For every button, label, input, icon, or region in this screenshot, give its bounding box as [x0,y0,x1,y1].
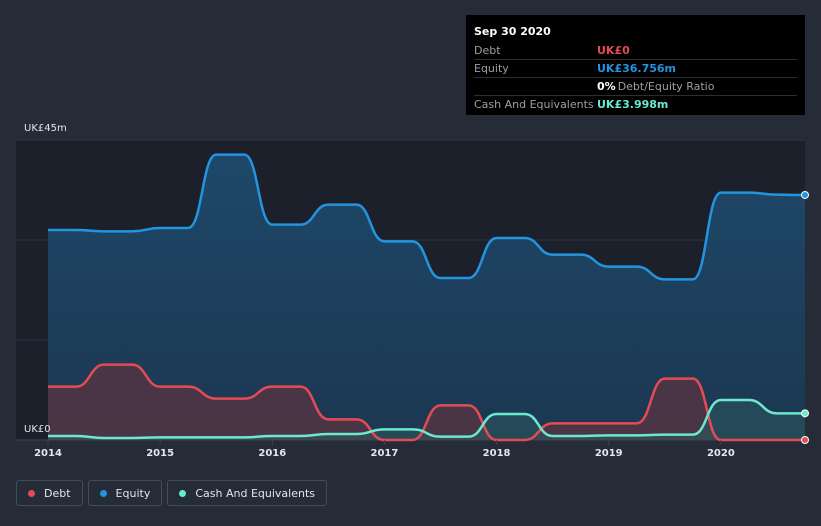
legend: Debt Equity Cash And Equivalents [16,480,332,506]
tooltip-row-cash: Cash And Equivalents UK£3.998m [474,96,797,113]
y-axis-bottom-label: UK£0 [24,424,51,435]
cash-and-equivalents-line [48,398,806,440]
cash-and-equivalents-end-marker [801,409,809,418]
tooltip-row-ratio: 0% Debt/Equity Ratio [474,78,797,96]
tooltip-row-debt: Debt UK£0 [474,42,797,60]
x-tick-label: 2019 [595,448,623,459]
y-axis-top-label: UK£45m [24,123,67,134]
legend-label: Cash And Equivalents [195,486,315,500]
equity-line [47,153,806,281]
debt-end-marker [801,436,809,444]
tooltip-panel: Sep 30 2020 Debt UK£0 Equity UK£36.756m … [466,15,805,115]
tooltip-ratio-label: Debt/Equity Ratio [617,80,715,93]
legend-item-equity[interactable]: Equity [87,480,163,506]
x-tick-label: 2017 [371,448,399,459]
debt-area [48,364,805,440]
legend-label: Debt [44,486,71,500]
x-tick-label: 2015 [146,448,174,459]
legend-label: Equity [115,486,151,500]
equity-end-marker [801,190,809,199]
tooltip-value-debt: UK£0 [597,44,630,57]
cash-and-equivalents-area [48,400,805,440]
debt-line [48,363,805,442]
x-tick-label: 2016 [258,448,286,459]
legend-dot-icon [179,489,187,497]
tooltip-label: Equity [474,62,509,75]
equity-area [48,154,805,440]
x-tick-label: 2018 [483,448,511,459]
tooltip-date: Sep 30 2020 [474,25,551,38]
x-tick-label: 2014 [34,448,62,459]
legend-item-debt[interactable]: Debt [16,480,83,506]
tooltip-value-equity: UK£36.756m [597,62,677,75]
tooltip-row-equity: Equity UK£36.756m [474,60,797,78]
legend-dot-icon [28,489,35,497]
x-tick-label: 2020 [707,448,735,459]
tooltip-label: Debt [474,44,501,57]
tooltip-label: Cash And Equivalents [474,98,594,111]
legend-item-cash[interactable]: Cash And Equivalents [167,480,327,506]
tooltip-value-ratio: 0% [597,80,616,93]
legend-dot-icon [99,489,107,497]
tooltip-value-cash: UK£3.998m [597,98,669,111]
